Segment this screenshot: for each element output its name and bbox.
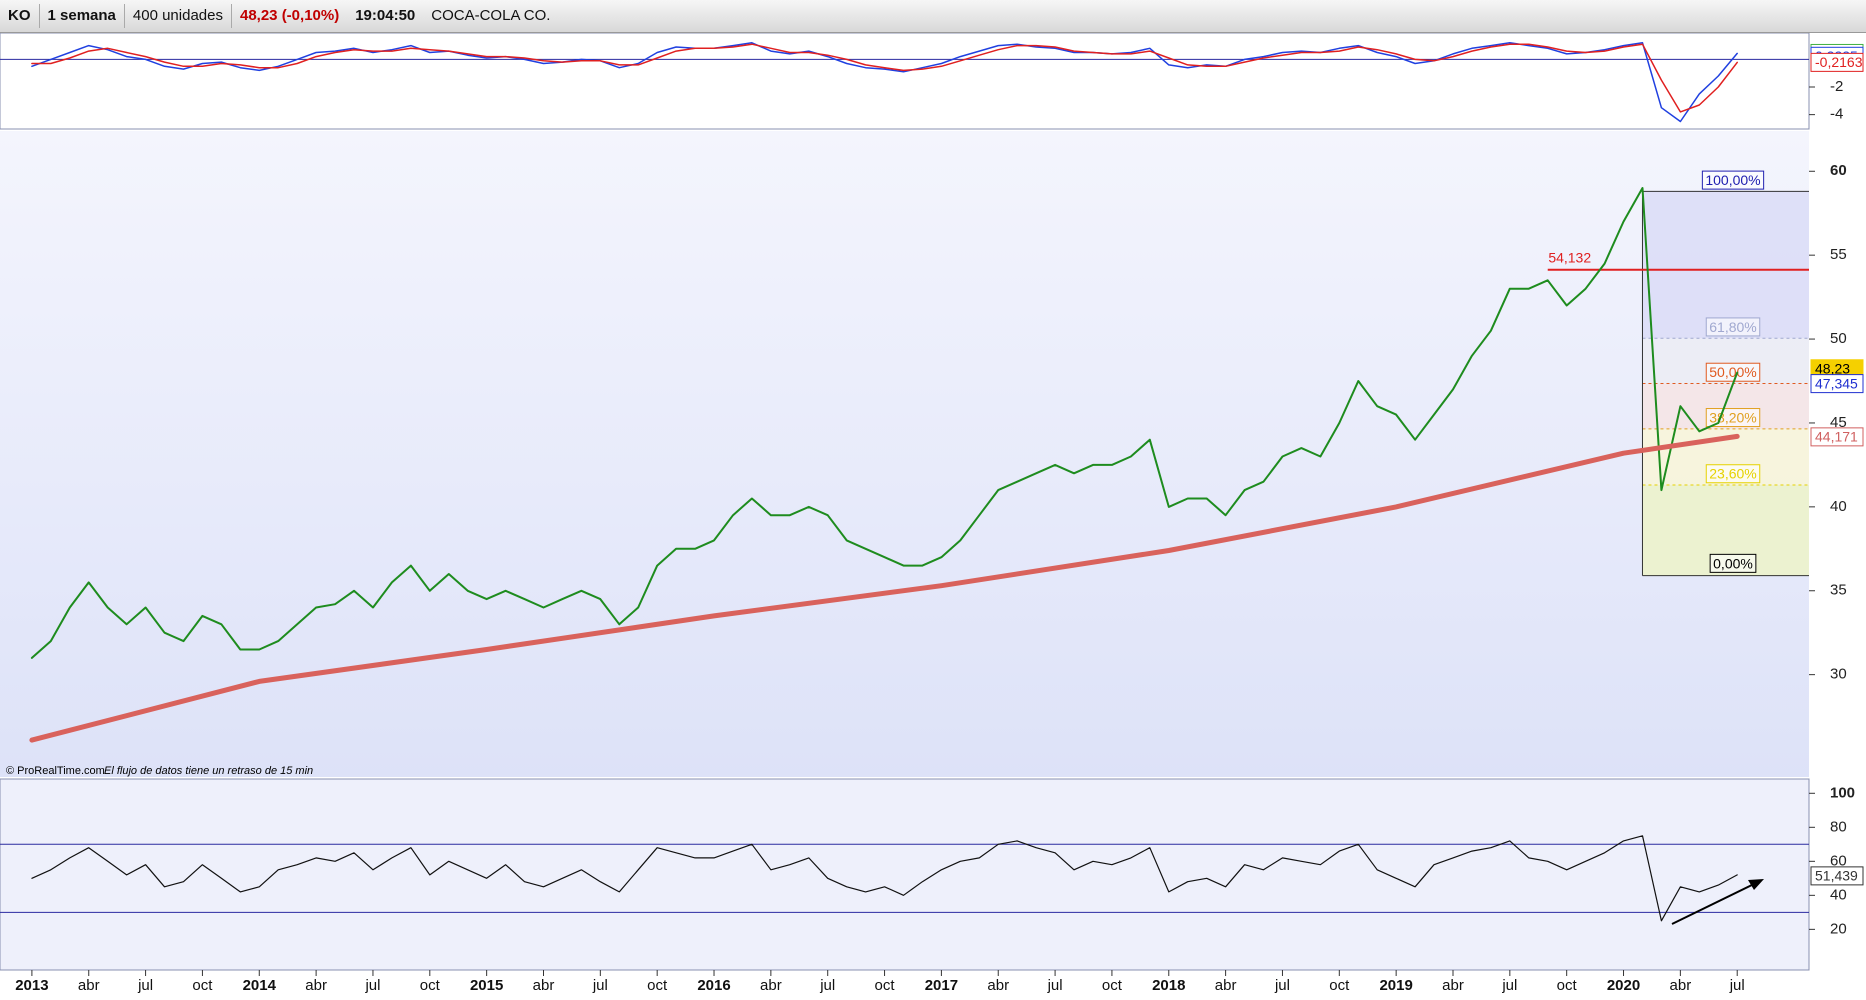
y-tick-label: 40 xyxy=(1830,886,1847,903)
chart: 0,00%23,60%38,20%50,00%61,80%100,00%54,1… xyxy=(0,33,1864,994)
fib-label: 50,00% xyxy=(1709,364,1756,380)
price-tag-label: 48,23 xyxy=(1815,360,1850,376)
delay-note: El flujo de datos tiene un retraso de 15… xyxy=(104,765,313,777)
x-tick-label: abr xyxy=(305,977,327,994)
x-tick-label: jul xyxy=(819,977,835,994)
source: © ProRealTime.com xyxy=(6,765,105,777)
rsi-panel xyxy=(0,778,1810,971)
fib-label-box xyxy=(1705,317,1761,337)
x-tick-label: 2018 xyxy=(1152,977,1185,994)
x-tick-label: abr xyxy=(533,977,555,994)
x-tick-label: abr xyxy=(1670,977,1692,994)
x-tick-label: oct xyxy=(192,977,213,994)
x-tick-label: abr xyxy=(1215,977,1237,994)
price-tag-label: -0,2163 xyxy=(1815,54,1863,70)
y-tick-label: 80 xyxy=(1830,818,1847,835)
y-tick-label: 55 xyxy=(1830,246,1847,263)
y-tick-label: 100 xyxy=(1830,784,1855,801)
symbol[interactable]: KO xyxy=(0,4,40,28)
y-tick-label: 30 xyxy=(1830,666,1847,683)
x-tick-label: jul xyxy=(1274,977,1290,994)
price-tag-label: 47,345 xyxy=(1815,375,1858,391)
x-tick-label: 2013 xyxy=(15,977,48,994)
x-tick-label: abr xyxy=(987,977,1009,994)
resistance-label: 54,132 xyxy=(1548,249,1591,265)
x-tick-label: oct xyxy=(1102,977,1123,994)
rsi-trend-arrow xyxy=(1671,879,1764,925)
y-tick-label: 50 xyxy=(1830,330,1847,347)
price-tag xyxy=(1810,866,1864,886)
period[interactable]: 1 semana xyxy=(40,4,125,28)
price-tag-label: 51,439 xyxy=(1815,868,1858,884)
y-tick-label: 60 xyxy=(1830,852,1847,869)
x-tick-label: oct xyxy=(1329,977,1350,994)
price: 48,23 (-0,10%) xyxy=(239,7,340,24)
fib-label-box xyxy=(1701,170,1765,190)
series-line xyxy=(29,433,1740,743)
main-panel xyxy=(0,131,1809,777)
series-line xyxy=(30,187,1739,659)
x-tick-label: abr xyxy=(1442,977,1464,994)
fib-label: 61,80% xyxy=(1709,319,1756,335)
y-tick-label: 60 xyxy=(1830,162,1847,179)
fib-label-box xyxy=(1709,553,1757,573)
y-tick-label: 45 xyxy=(1830,414,1847,431)
x-tick-label: oct xyxy=(647,977,668,994)
macd-panel xyxy=(0,33,1810,130)
fib-label: 23,60% xyxy=(1709,466,1756,482)
x-tick-label: 2015 xyxy=(470,977,503,994)
y-tick-label: -2 xyxy=(1830,78,1843,95)
fib-zone xyxy=(1642,191,1809,339)
x-tick-label: 2016 xyxy=(697,977,730,994)
price-tag-label: 44,171 xyxy=(1815,429,1858,445)
fib-label: 0,00% xyxy=(1713,555,1753,571)
y-tick-label: 20 xyxy=(1830,920,1847,937)
series-line xyxy=(31,43,1738,113)
x-tick-label: 2019 xyxy=(1379,977,1412,994)
x-tick-label: jul xyxy=(1729,977,1745,994)
y-tick-label: 40 xyxy=(1830,498,1847,515)
x-tick-label: jul xyxy=(592,977,608,994)
fib-label: 100,00% xyxy=(1705,172,1760,188)
x-tick-label: abr xyxy=(78,977,100,994)
name: COCA-COLA CO. xyxy=(431,7,551,24)
fib-label-box xyxy=(1705,464,1761,484)
x-tick-label: oct xyxy=(420,977,441,994)
y-tick-label: 35 xyxy=(1830,582,1847,599)
units[interactable]: 400 unidades xyxy=(125,4,232,28)
price-tag xyxy=(1810,374,1864,394)
price-tag xyxy=(1810,52,1864,72)
x-tick-label: 2020 xyxy=(1607,977,1640,994)
price-tag xyxy=(1810,427,1864,447)
x-tick-label: 2017 xyxy=(925,977,958,994)
x-tick-label: oct xyxy=(875,977,896,994)
x-tick-label: jul xyxy=(1501,977,1517,994)
series-line xyxy=(31,42,1738,123)
x-tick-label: jul xyxy=(1047,977,1063,994)
y-tick-label: -4 xyxy=(1830,106,1843,123)
series-line xyxy=(31,835,1738,922)
toolbar: KO 1 semana 400 unidades 48,23 (-0,10%) … xyxy=(0,0,1866,33)
x-tick-label: jul xyxy=(137,977,153,994)
x-tick-label: jul xyxy=(364,977,380,994)
x-tick-label: oct xyxy=(1557,977,1578,994)
x-tick-label: 2014 xyxy=(243,977,277,994)
x-tick-label: abr xyxy=(760,977,782,994)
time: 19:04:50 xyxy=(355,7,416,24)
